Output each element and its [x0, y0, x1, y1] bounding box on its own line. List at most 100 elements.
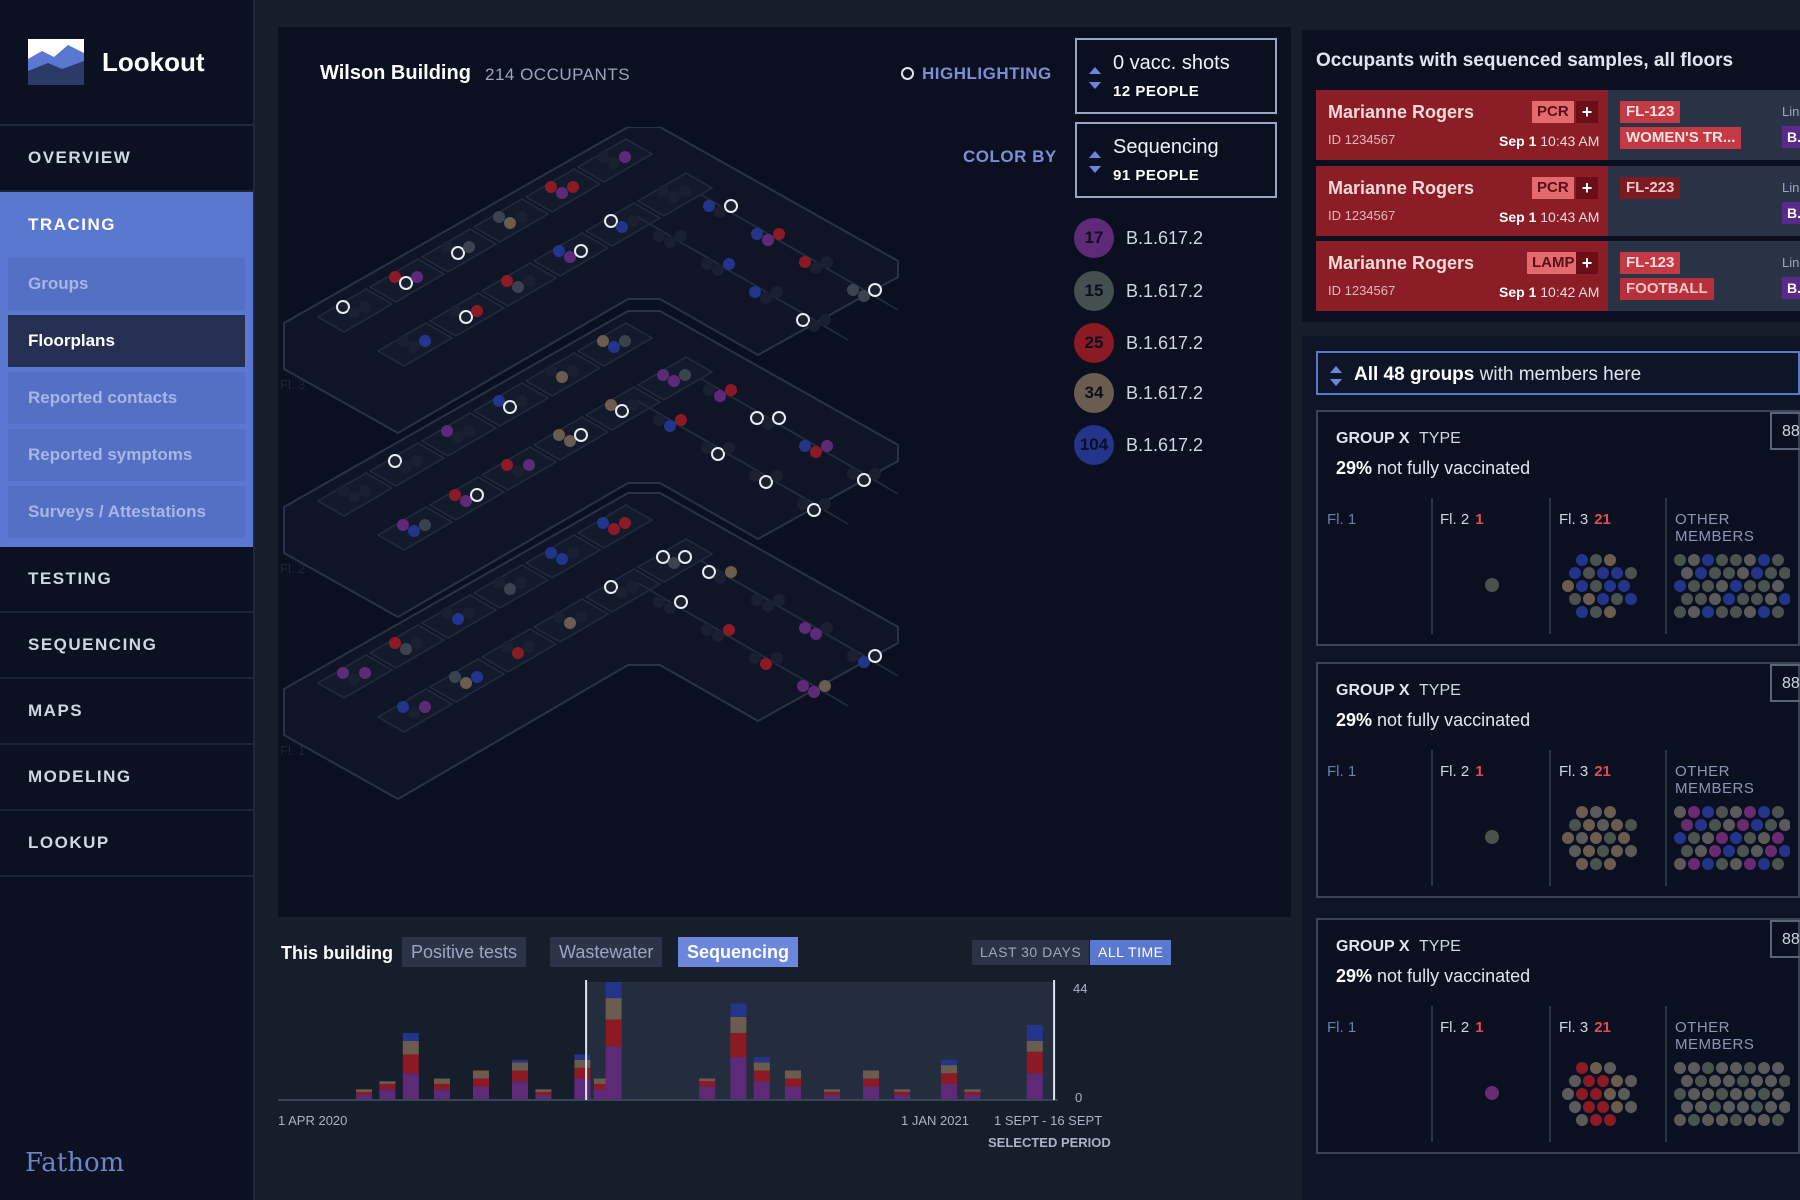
occupant-row[interactable]: Marianne Rogers ID 1234567 PCR + Sep 1 1… — [1316, 90, 1800, 160]
subnav-groups[interactable]: Groups — [8, 258, 245, 310]
occupant-dot — [668, 191, 680, 203]
member-dot — [1590, 806, 1602, 818]
legend-item[interactable]: 15 B.1.617.2 — [1074, 271, 1203, 311]
nav-testing[interactable]: TESTING — [0, 547, 253, 613]
occupant-dot — [723, 442, 735, 454]
group-badge[interactable]: FOOTBALL — [1620, 278, 1714, 300]
occupant-dot — [608, 523, 620, 535]
column-divider — [1431, 750, 1433, 886]
occupant-dot — [799, 440, 811, 452]
nav-sequencing[interactable]: SEQUENCING — [0, 613, 253, 679]
group-card[interactable]: GROUP X TYPE 29% not fully vaccinated 88 Fl.… — [1316, 662, 1800, 898]
color-by-select[interactable]: Sequencing 91 PEOPLE — [1075, 122, 1277, 198]
column-divider — [1549, 750, 1551, 886]
member-dot — [1576, 806, 1588, 818]
member-dot — [1576, 858, 1588, 870]
floor-level[interactable]: Fl. 1 — [280, 492, 899, 801]
member-dot — [1695, 819, 1707, 831]
floor-badge[interactable]: FL-223 — [1620, 177, 1681, 199]
selected-period-region[interactable] — [586, 982, 1055, 1100]
group-member-count[interactable]: 88 — [1770, 412, 1800, 450]
range-all-time[interactable]: ALL TIME — [1090, 940, 1172, 965]
legend-item[interactable]: 104 B.1.617.2 — [1074, 425, 1203, 465]
color-by-label: COLOR BY — [963, 147, 1057, 166]
nav-lookup[interactable]: LOOKUP — [0, 811, 253, 877]
nav-overview[interactable]: OVERVIEW — [0, 126, 253, 192]
occupant-dot — [771, 652, 783, 664]
floor-badge[interactable]: FL-123 — [1620, 101, 1681, 123]
occupant-dot — [868, 649, 882, 663]
member-dot — [1709, 819, 1721, 831]
occupant-dot — [604, 214, 618, 228]
occupant-dot — [751, 228, 763, 240]
floor3-member-dots — [1562, 1062, 1637, 1126]
bar-segment — [574, 1078, 591, 1100]
group-type: TYPE — [1419, 938, 1461, 955]
tab-positive-tests[interactable]: Positive tests — [402, 937, 527, 967]
subnav-reported-contacts[interactable]: Reported contacts — [8, 372, 245, 424]
member-dot — [1562, 832, 1574, 844]
legend-item[interactable]: 17 B.1.617.2 — [1074, 218, 1203, 258]
bar-segment — [863, 1078, 879, 1087]
nav-tracing[interactable]: TRACING — [0, 192, 253, 258]
floor-badge[interactable]: FL-123 — [1620, 252, 1681, 274]
occupant-dot — [653, 596, 665, 608]
sequencing-bar-chart[interactable]: 44 0 1 APR 2020 1 JAN 2021 1 SEPT - 16 S… — [278, 980, 1291, 1200]
subnav-floorplans[interactable]: Floorplans — [8, 315, 245, 367]
bar-segment — [1026, 1051, 1043, 1074]
occupant-dot — [868, 283, 882, 297]
floor-level[interactable]: Fl. 2 — [280, 310, 899, 619]
group-member-count[interactable]: 88 — [1770, 920, 1800, 958]
occupant-row[interactable]: Marianne Rogers ID 1234567 PCR + Sep 1 1… — [1316, 166, 1800, 236]
member-dot — [1618, 580, 1630, 592]
occupant-dot — [760, 292, 772, 304]
member-dot — [1611, 1101, 1623, 1113]
occupant-dot — [847, 650, 859, 662]
highlight-select[interactable]: 0 vacc. shots 12 PEOPLE — [1075, 38, 1277, 114]
test-type-badge: LAMP — [1527, 252, 1580, 274]
member-dot — [1597, 819, 1609, 831]
group-card[interactable]: GROUP X TYPE 29% not fully vaccinated 88 Fl.… — [1316, 410, 1800, 646]
member-dot — [1681, 1101, 1693, 1113]
fathom-logo: Fathom — [25, 1148, 125, 1178]
app-logo[interactable]: Lookout — [0, 0, 253, 126]
isometric-floorplan[interactable]: Fl. 3 Fl. 2 Fl. 1 — [278, 127, 1038, 907]
tab-wastewater[interactable]: Wastewater — [550, 937, 663, 967]
occupant-dot — [723, 258, 735, 270]
legend-count: 34 — [1074, 373, 1114, 413]
member-dot — [1569, 593, 1581, 605]
member-dot — [1674, 1114, 1686, 1126]
occupant-row[interactable]: Marianne Rogers ID 1234567 LAMP + Sep 1 … — [1316, 241, 1800, 311]
member-dot — [1625, 845, 1637, 857]
member-dot — [1604, 858, 1616, 870]
group-badge[interactable]: WOMEN'S TR... — [1620, 127, 1742, 149]
group-member-count[interactable]: 88 — [1770, 664, 1800, 702]
subnav-surveys[interactable]: Surveys / Attestations — [8, 486, 245, 538]
nav-modeling[interactable]: MODELING — [0, 745, 253, 811]
sort-arrows-icon — [1089, 67, 1101, 89]
legend-item[interactable]: 34 B.1.617.2 — [1074, 373, 1203, 413]
group-card[interactable]: GROUP X TYPE 29% not fully vaccinated 88 Fl.… — [1316, 918, 1800, 1154]
bar-segment — [593, 1078, 610, 1084]
occupant-dot — [574, 428, 588, 442]
member-dot — [1737, 567, 1749, 579]
occupant-dot — [470, 488, 484, 502]
subnav-reported-symptoms[interactable]: Reported symptoms — [8, 429, 245, 481]
occupant-dot — [619, 151, 631, 163]
occupant-dot — [459, 310, 473, 324]
occupant-dot — [408, 707, 420, 719]
occupant-dot — [712, 264, 724, 276]
groups-select[interactable]: All 48 groups with members here — [1316, 351, 1800, 395]
member-dot — [1772, 832, 1784, 844]
member-dot — [1611, 845, 1623, 857]
tab-sequencing[interactable]: Sequencing — [678, 937, 799, 967]
member-dot — [1569, 1101, 1581, 1113]
member-dot — [1688, 806, 1700, 818]
floor-level[interactable]: Fl. 3 — [280, 127, 899, 435]
nav-maps[interactable]: MAPS — [0, 679, 253, 745]
legend-item[interactable]: 25 B.1.617.2 — [1074, 323, 1203, 363]
legend-count: 25 — [1074, 323, 1114, 363]
bar-segment — [512, 1059, 528, 1063]
range-last-30-days[interactable]: LAST 30 DAYS — [972, 940, 1090, 965]
occupant-dot — [678, 550, 692, 564]
